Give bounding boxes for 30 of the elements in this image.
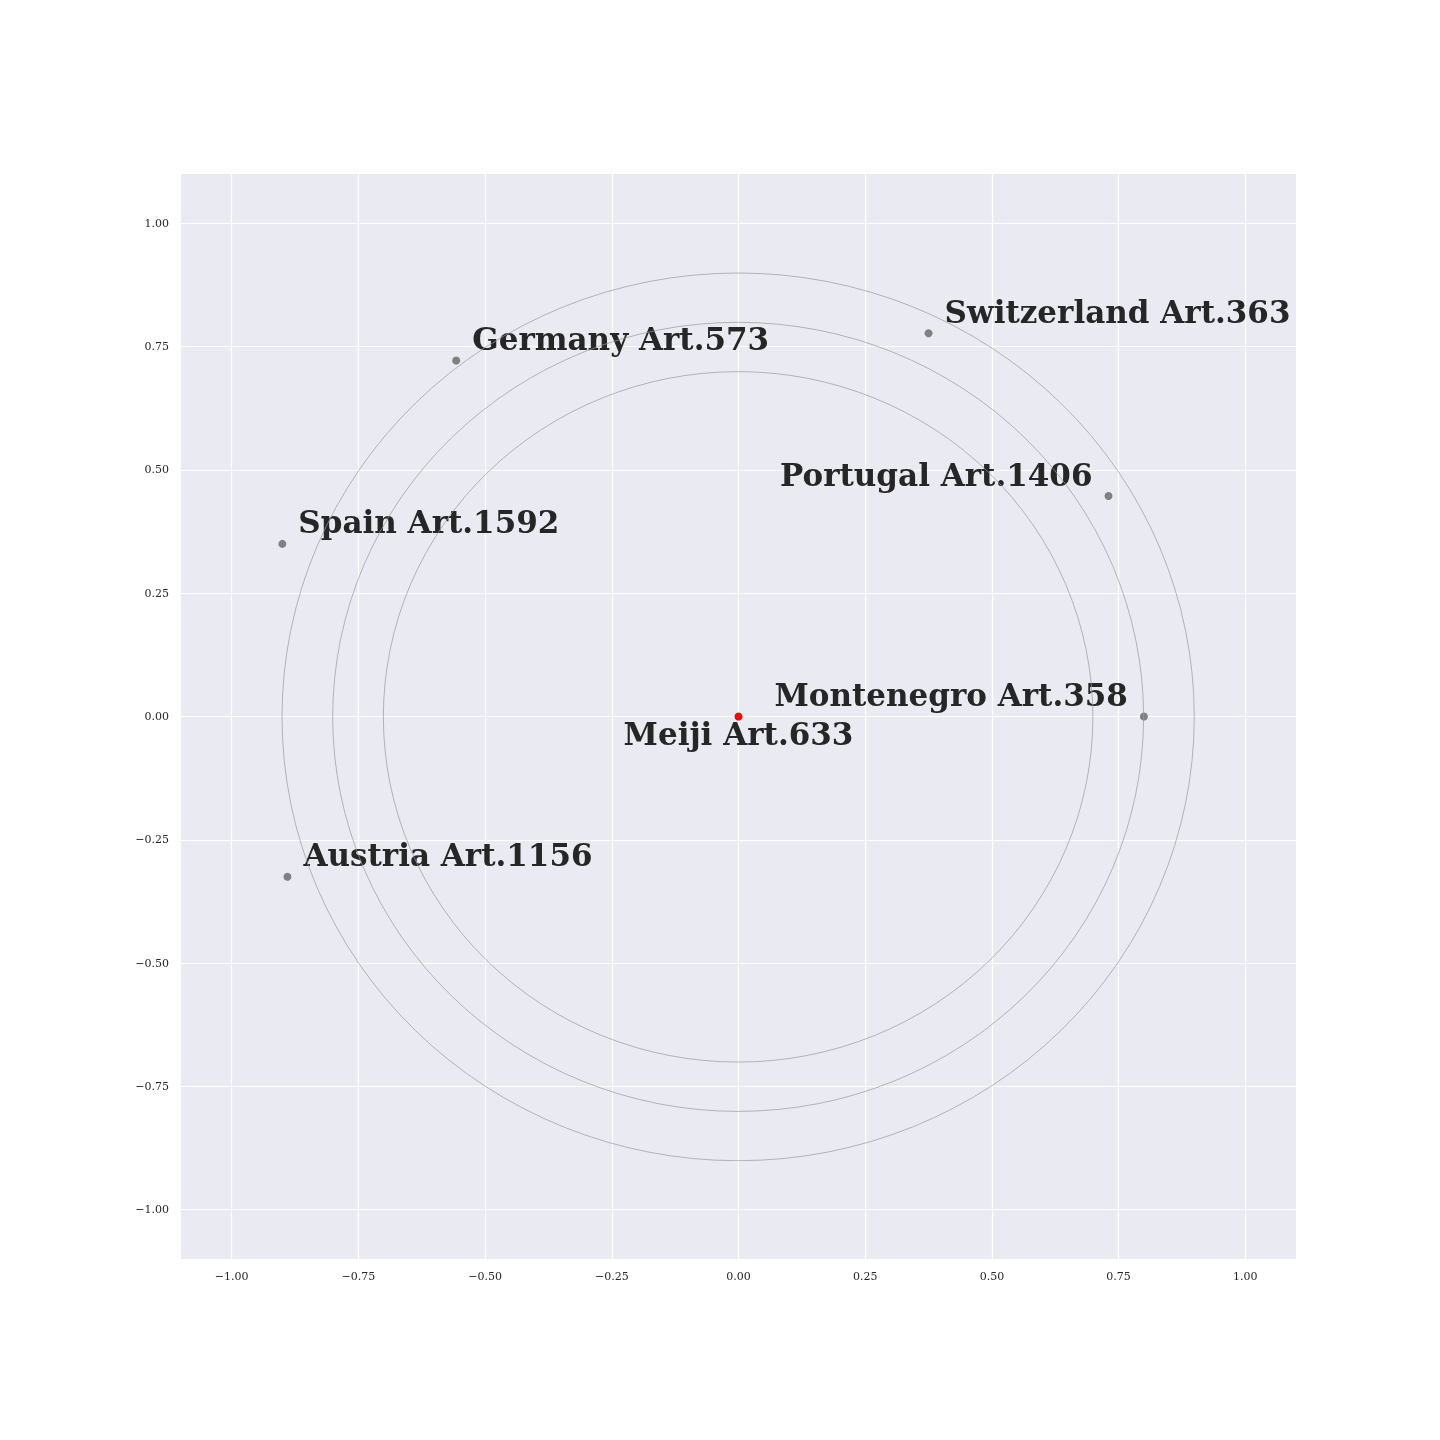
y-tick-label: 0.50: [144, 463, 169, 477]
y-tick-label: −0.75: [135, 1079, 169, 1093]
x-tick-label: 0.50: [979, 1270, 1005, 1283]
x-tick-label: 0.25: [852, 1270, 878, 1283]
y-tick-label: 0.75: [144, 340, 169, 354]
point: [924, 329, 933, 338]
y-tick-label: 1.00: [144, 216, 169, 230]
y-tick-label: 0.00: [144, 710, 169, 723]
annotation: Montenegro Art.358: [774, 677, 1128, 713]
x-tick-label: 0.00: [726, 1270, 751, 1283]
annotation: Meiji Art.633: [623, 716, 854, 752]
x-tick-label: 0.75: [1106, 1270, 1131, 1283]
annotation: Austria Art.1156: [302, 837, 593, 874]
y-tick-label: 0.25: [144, 586, 169, 600]
point: [278, 539, 287, 548]
annotation: Spain Art.1592: [298, 504, 560, 541]
y-tick-label: −0.50: [135, 956, 169, 970]
x-tick-label: −1.00: [214, 1270, 249, 1283]
x-tick-label: −0.50: [468, 1270, 502, 1283]
x-tick-label: −0.75: [341, 1270, 376, 1283]
annotation: Germany Art.573: [472, 320, 770, 357]
point: [283, 872, 292, 881]
x-tick-label: 1.00: [1233, 1270, 1258, 1283]
x-tick-label: −0.25: [594, 1270, 629, 1283]
y-tick-label: −1.00: [135, 1203, 169, 1217]
point: [1104, 492, 1113, 501]
point: [452, 356, 461, 365]
annotation: Switzerland Art.363: [944, 293, 1291, 330]
annotation: Portugal Art.1406: [780, 456, 1093, 493]
y-tick-label: −0.25: [135, 833, 169, 847]
